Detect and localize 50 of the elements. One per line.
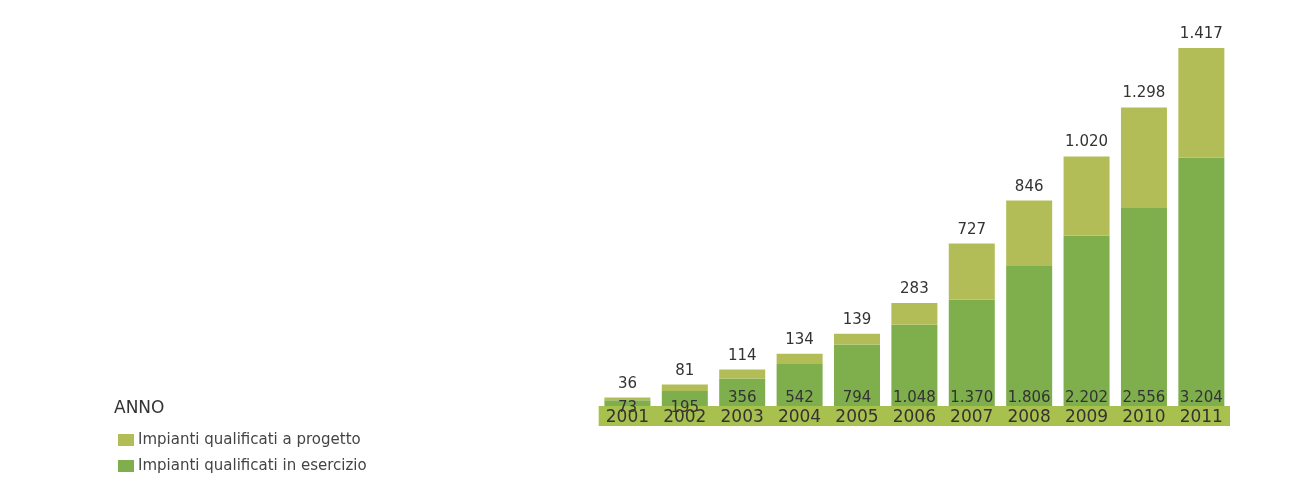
bar bbox=[719, 369, 766, 379]
bar bbox=[1006, 200, 1053, 267]
bar bbox=[948, 243, 995, 300]
bar bbox=[776, 364, 823, 406]
x-tick-label: 2005 bbox=[835, 406, 879, 427]
data-label: 114 bbox=[727, 345, 757, 364]
x-tick-label: 2009 bbox=[1064, 406, 1109, 427]
bar bbox=[1178, 48, 1225, 158]
bar bbox=[776, 353, 823, 365]
bar bbox=[1063, 235, 1110, 406]
data-label: 846 bbox=[1014, 176, 1044, 195]
data-label: 794 bbox=[842, 388, 872, 406]
x-tick-label: 2004 bbox=[777, 406, 822, 427]
x-tick-label: 2007 bbox=[950, 406, 994, 427]
data-label: 2.202 bbox=[1065, 388, 1109, 406]
bar bbox=[1006, 266, 1053, 406]
data-label: 542 bbox=[785, 388, 814, 406]
bar bbox=[1063, 156, 1110, 236]
bar bbox=[891, 324, 938, 406]
data-label: 1.370 bbox=[950, 388, 994, 406]
legend-label: Impianti qualificati a progetto bbox=[138, 430, 361, 448]
data-label: 81 bbox=[675, 360, 695, 379]
data-label: 1.298 bbox=[1122, 83, 1166, 102]
bar bbox=[661, 384, 708, 391]
data-label: 283 bbox=[900, 278, 929, 297]
bar bbox=[1120, 107, 1167, 208]
data-label: 134 bbox=[785, 329, 814, 348]
data-label: 2.556 bbox=[1122, 388, 1166, 406]
data-label: 356 bbox=[727, 388, 757, 406]
x-tick-label: 2008 bbox=[1007, 406, 1051, 427]
data-label: 3.204 bbox=[1179, 388, 1223, 406]
data-label: 1.417 bbox=[1179, 24, 1223, 42]
bar bbox=[1120, 207, 1167, 406]
x-tick-label: 2011 bbox=[1179, 406, 1223, 427]
data-label: 36 bbox=[617, 373, 637, 392]
legend-label: Impianti qualificati in esercizio bbox=[138, 456, 367, 474]
data-label: 139 bbox=[842, 309, 872, 328]
data-label: 1.020 bbox=[1065, 132, 1109, 151]
data-label: 1.806 bbox=[1007, 388, 1051, 406]
text: ANNO bbox=[114, 397, 165, 417]
data-label: 1.048 bbox=[892, 388, 936, 406]
x-tick-label: 2010 bbox=[1122, 406, 1166, 427]
data-label: 727 bbox=[957, 219, 987, 238]
bar bbox=[833, 333, 880, 345]
x-tick-label: 2003 bbox=[720, 406, 764, 427]
bar bbox=[891, 302, 938, 325]
bar bbox=[948, 299, 995, 406]
x-tick-label: 2006 bbox=[892, 406, 936, 427]
bar bbox=[833, 344, 880, 406]
bar bbox=[1178, 157, 1225, 406]
